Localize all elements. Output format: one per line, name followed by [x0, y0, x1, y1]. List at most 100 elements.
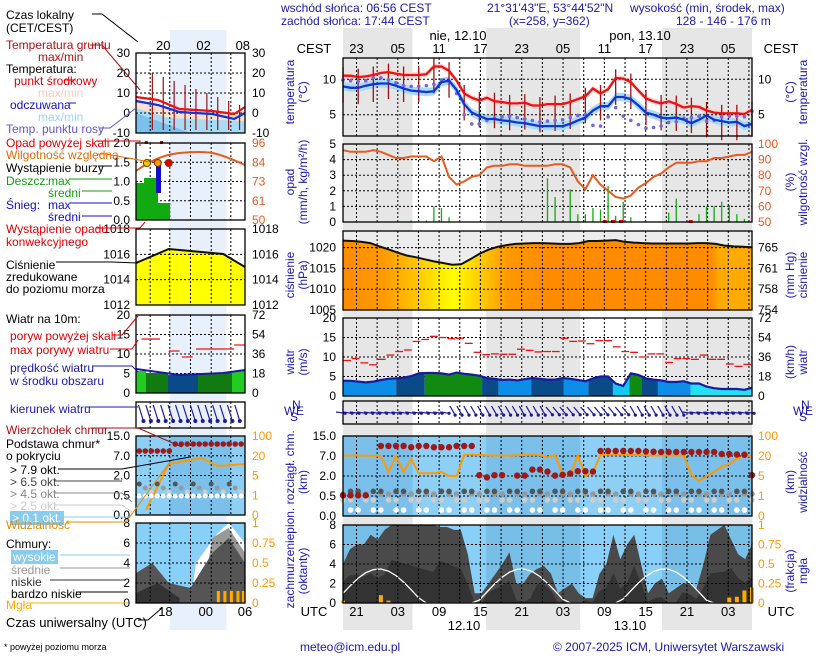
fog-ytick: 0.75 [758, 538, 782, 552]
mini-cov-ytick-right: 0.5 [252, 556, 269, 570]
cloud-base-dot [393, 507, 399, 513]
bottom-tick-label: 21 [514, 604, 528, 619]
mini-cov-ytick-left: 8 [123, 516, 130, 530]
legend-cloud-top: Wierzchołek chmur [6, 423, 109, 437]
mini-snow-bar [156, 165, 161, 193]
wind-arrow [657, 405, 664, 416]
cloud-top-dot [559, 471, 566, 478]
mini-cloud-border [135, 435, 246, 516]
cloud-base-dot [597, 497, 604, 503]
cloud-base-dot [567, 491, 574, 497]
mini-press-ytick-left: 1016 [103, 247, 130, 261]
wind-arrow-head [675, 413, 679, 417]
wind-arrow [518, 405, 525, 416]
pressure-axis-label-left: ciśnienie (hPa) [283, 251, 310, 299]
wind-arrow-head [578, 413, 582, 417]
cloud-base-dot [620, 497, 627, 503]
cloud-base-dot [688, 488, 695, 495]
legend-clouds-high: wysokie [11, 550, 58, 564]
cloud-base-dot [415, 507, 422, 513]
pressure-axis-label-right: (mm Hg) ciśnienie [783, 251, 810, 299]
cloud-top-dot [423, 442, 430, 450]
cloud-base-dot [461, 497, 467, 503]
mini-temp-ytick-left: 10 [117, 86, 131, 100]
cloud-base-dot [635, 491, 642, 497]
wind-arrow [511, 405, 519, 416]
mini-cloud-ytick-left: 0.5 [113, 488, 130, 502]
mini-temp-ytick-right: 30 [252, 46, 266, 60]
legend-precip-over: Opad powyżej skali [6, 136, 110, 150]
legend-clouds: Chmury: [6, 537, 52, 551]
dew-point-dot [553, 118, 557, 123]
mini-wind-arrow [197, 404, 204, 422]
wind-arrow-head [613, 413, 617, 417]
cloud-base-dot [370, 497, 377, 503]
dew-point-dot [704, 119, 709, 123]
coverage-ytick: 4 [329, 557, 336, 571]
legend-rain-max: max [48, 174, 71, 188]
contact-email[interactable]: meteo@icm.edu.pl [300, 640, 401, 654]
cloud-base-dot [385, 497, 392, 503]
cloud-base-dot [650, 488, 657, 495]
mini-wind-seg [198, 373, 232, 393]
cloud-base-dot [529, 488, 536, 495]
fog-axis-label-right: (frakcja) mgła [783, 549, 810, 593]
cloud-base-dot [552, 497, 558, 503]
mini-cloud-base-dot [220, 493, 226, 499]
fog-bar [734, 596, 739, 603]
cloud-top-dot [536, 466, 544, 473]
wind-arrow-head [661, 413, 665, 417]
cloud-top-dot [726, 450, 733, 458]
cloud-base-dot [741, 507, 748, 513]
pressure-ytick: 1005 [309, 303, 336, 317]
mini-press-ytick-left: 1018 [103, 222, 130, 236]
legend-storm: Wystąpienie burzy [6, 161, 104, 175]
precip-ytick: 4 [329, 153, 336, 167]
mini-wind-ytick-left: 0 [123, 386, 130, 400]
wind-arrow [614, 406, 623, 416]
mini-precip-border [135, 142, 246, 221]
wind-arrow-head [571, 413, 575, 417]
mini-bottom-tick: 06 [238, 604, 252, 619]
cloud-base-dot [673, 507, 680, 513]
dew-point-dot [697, 114, 701, 118]
mini-cov-ytick-left: 4 [123, 556, 130, 570]
wind-arrow-head [592, 413, 596, 417]
cloud-top-dot [710, 448, 718, 456]
cloud-base-dot [385, 491, 392, 497]
legend-pressure: Ciśnienie [6, 258, 56, 272]
dew-point-dot [651, 125, 656, 130]
cloud-base-dot [393, 497, 399, 503]
mini-press-ytick-left: 1014 [103, 273, 130, 287]
cloud-base-dot [590, 497, 596, 503]
mini-temp-ytick-left: 0 [123, 106, 130, 120]
wind-ytick: 10 [323, 350, 337, 364]
legend-cloud-base: Podstawa chmur* [6, 437, 101, 451]
dew-point-dot [409, 84, 413, 89]
mini-press-ytick-right: 1016 [252, 247, 279, 261]
wind-arrow [629, 405, 636, 416]
dew-point-dot [674, 120, 679, 124]
utc-label-right: UTC [768, 604, 795, 619]
mini-dir-border [135, 401, 246, 429]
cloud-base-dot [506, 497, 513, 503]
legend-convective-2: konwekcyjnego [6, 235, 89, 249]
cloud-base-dot [491, 507, 498, 513]
dew-point-dot [530, 118, 535, 123]
wind-arrow [449, 405, 456, 416]
cloud-top-dot [385, 442, 392, 450]
cloud-base-dot [461, 507, 467, 513]
cloud-base-dot [438, 488, 445, 495]
fog-ytick: 1 [758, 518, 765, 532]
legend-leader-line [56, 261, 139, 264]
mini-wind-arrow [137, 404, 145, 422]
dew-point-dot [477, 122, 482, 126]
mini-cloud-base-dot [148, 493, 154, 499]
legend-leader-line [90, 44, 141, 91]
legend-snow-avg: średni [48, 210, 81, 224]
wind-arrow-head [474, 413, 478, 417]
wind-arrow [484, 405, 491, 416]
bottom-tick-label: 21 [680, 604, 694, 619]
cloud-top-dot [741, 451, 748, 458]
dew-point-dot [735, 114, 739, 118]
